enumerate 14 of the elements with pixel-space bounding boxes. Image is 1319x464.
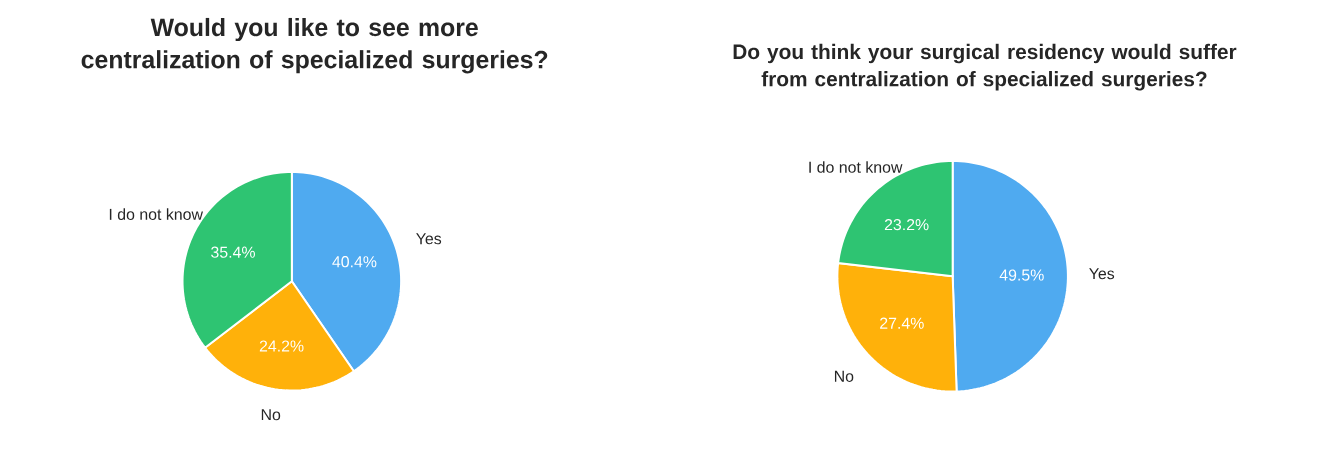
- slice-label: Yes: [416, 233, 442, 245]
- data-label: 35.4%: [211, 246, 255, 258]
- slice-label: Yes: [1089, 268, 1115, 280]
- chart-title: Do you think your surgical residency would suffer from centralization of specialized surgeries?: [733, 43, 1237, 91]
- data-label: 40.4%: [332, 256, 377, 268]
- chart-title: Would you like to see more centralization of specialized surgeries?: [81, 17, 548, 74]
- slice-label: No: [834, 370, 854, 382]
- slice-label: I do not know: [109, 208, 204, 220]
- data-label: 24.2%: [259, 340, 304, 352]
- data-label: 27.4%: [880, 317, 924, 329]
- slice-label: I do not know: [809, 161, 903, 173]
- data-label: 23.2%: [884, 218, 929, 231]
- slice-label: No: [261, 409, 281, 421]
- data-label: 49.5%: [999, 269, 1044, 281]
